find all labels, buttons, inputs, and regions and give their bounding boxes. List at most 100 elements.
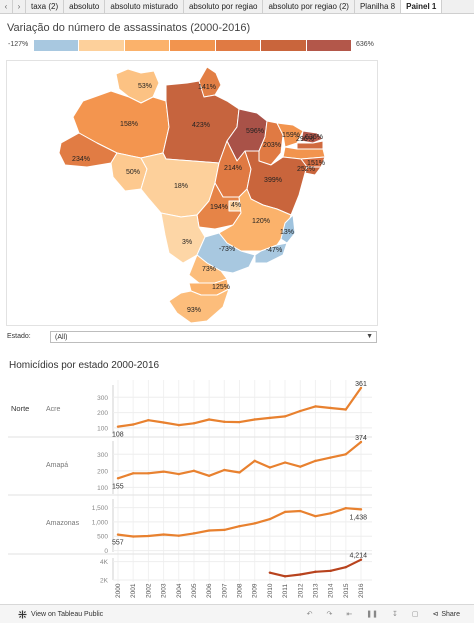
data-point[interactable] [253, 522, 256, 525]
end-value-label: 4,214 [349, 553, 367, 560]
data-point[interactable] [268, 466, 272, 469]
data-point[interactable] [131, 535, 135, 538]
data-point[interactable] [147, 534, 150, 538]
data-point[interactable] [131, 423, 135, 426]
data-point[interactable] [344, 506, 348, 510]
data-point[interactable] [116, 425, 120, 428]
data-point[interactable] [207, 418, 211, 421]
x-tick-label: 2009 [252, 583, 259, 598]
data-point[interactable] [268, 517, 272, 521]
state-RR[interactable] [115, 68, 160, 104]
data-point[interactable] [223, 528, 226, 532]
data-point[interactable] [359, 558, 363, 561]
data-point[interactable] [207, 474, 211, 477]
tab-painel-1[interactable]: Painel 1 [401, 0, 443, 13]
tab-absoluto-misturado[interactable]: absoluto misturado [105, 0, 184, 13]
data-point[interactable] [253, 459, 256, 463]
state-filter-dropdown[interactable]: (All) ▼ [50, 331, 377, 343]
color-legend[interactable] [34, 40, 352, 51]
data-point[interactable] [314, 459, 317, 463]
state-RS[interactable] [168, 288, 230, 324]
tab-absoluto-por-regiao[interactable]: absoluto por regiao [183, 0, 264, 13]
data-point[interactable] [359, 508, 363, 511]
state-RN[interactable] [300, 130, 324, 144]
brazil-map[interactable]: 53% 141% 158% 423% 596% 203% 159% 636% 2… [7, 61, 379, 327]
view-on-tableau-link[interactable]: View on Tableau Public [18, 610, 103, 619]
data-point[interactable] [299, 465, 302, 468]
data-point[interactable] [329, 512, 332, 515]
data-point[interactable] [314, 570, 317, 573]
data-point[interactable] [177, 423, 180, 427]
redo-icon[interactable]: ↷ [326, 611, 333, 618]
data-point[interactable] [283, 415, 287, 418]
data-point[interactable] [359, 440, 363, 444]
data-point[interactable] [207, 529, 211, 532]
y-tick-label: 4K [100, 559, 109, 566]
lines-title: Homicídios por estado 2000-2016 [9, 360, 160, 371]
data-point[interactable] [344, 453, 348, 456]
data-point[interactable] [329, 569, 332, 573]
data-point[interactable] [116, 477, 120, 480]
fullscreen-icon[interactable]: ▢ [411, 611, 419, 618]
label-ES: 13% [280, 229, 294, 236]
data-point[interactable] [253, 418, 256, 421]
state-RJ[interactable] [254, 242, 288, 264]
data-point[interactable] [177, 472, 180, 476]
panel-state-label: Amapá [46, 462, 68, 469]
data-point[interactable] [359, 386, 363, 390]
tab-planilha-8[interactable]: Planilha 8 [354, 0, 402, 13]
data-point[interactable] [192, 532, 196, 535]
data-point[interactable] [329, 456, 332, 459]
tab-scroll-right-icon[interactable]: › [13, 0, 26, 13]
homicide-line-chart[interactable]: Norte 100 200 300 Acre 108 361 100 200 300 Amapá 15… [0, 372, 474, 602]
data-point[interactable] [116, 533, 120, 536]
label-RS: 93% [187, 307, 201, 314]
data-point[interactable] [223, 420, 226, 423]
share-button[interactable]: ⊲ Share [432, 610, 460, 619]
data-point[interactable] [344, 565, 348, 569]
pause-icon[interactable]: ❚❚ [366, 611, 378, 618]
tab-scroll-left-icon[interactable]: ‹ [0, 0, 13, 13]
data-point[interactable] [238, 471, 241, 474]
data-point[interactable] [344, 408, 348, 411]
x-tick-label: 2006 [206, 583, 213, 598]
data-point[interactable] [192, 422, 196, 425]
legend-max-label: 636% [356, 41, 374, 48]
data-point[interactable] [268, 416, 272, 420]
legend-swatch [34, 40, 80, 51]
data-point[interactable] [177, 534, 180, 537]
tab-absoluto[interactable]: absoluto [64, 0, 106, 13]
data-point[interactable] [299, 409, 302, 413]
data-point[interactable] [314, 514, 317, 518]
data-point[interactable] [131, 472, 135, 475]
end-value-label: 1,438 [349, 514, 367, 521]
data-point[interactable] [162, 421, 165, 424]
data-point[interactable] [283, 575, 287, 578]
data-point[interactable] [238, 420, 241, 424]
data-point[interactable] [329, 406, 332, 410]
revert-icon[interactable]: ⇤ [346, 611, 353, 618]
data-point[interactable] [299, 509, 302, 513]
data-point[interactable] [283, 461, 287, 464]
state-ES[interactable] [280, 214, 296, 244]
data-point[interactable] [268, 571, 272, 574]
state-PB[interactable] [296, 140, 324, 150]
data-point[interactable] [147, 472, 150, 475]
data-point[interactable] [223, 468, 226, 472]
label-TO: 214% [224, 165, 242, 172]
label-SP: -73% [219, 246, 235, 253]
download-icon[interactable]: ↧ [391, 611, 398, 618]
data-point[interactable] [192, 469, 196, 473]
tableau-toolbar: View on Tableau Public ↶ ↷ ⇤ ❚❚ ↧ ▢ ⊲ Sh… [0, 604, 474, 623]
data-point[interactable] [283, 510, 287, 514]
data-point[interactable] [162, 533, 165, 536]
data-point[interactable] [299, 573, 302, 576]
chevron-down-icon[interactable]: ▼ [366, 333, 373, 340]
tab-taxa-2[interactable]: taxa (2) [26, 0, 65, 13]
data-point[interactable] [162, 470, 165, 473]
data-point[interactable] [314, 405, 317, 408]
undo-icon[interactable]: ↶ [306, 611, 313, 618]
data-point[interactable] [147, 419, 150, 422]
data-point[interactable] [238, 525, 241, 528]
tab-absoluto-por-regiao-2[interactable]: absoluto por regiao (2) [263, 0, 355, 13]
